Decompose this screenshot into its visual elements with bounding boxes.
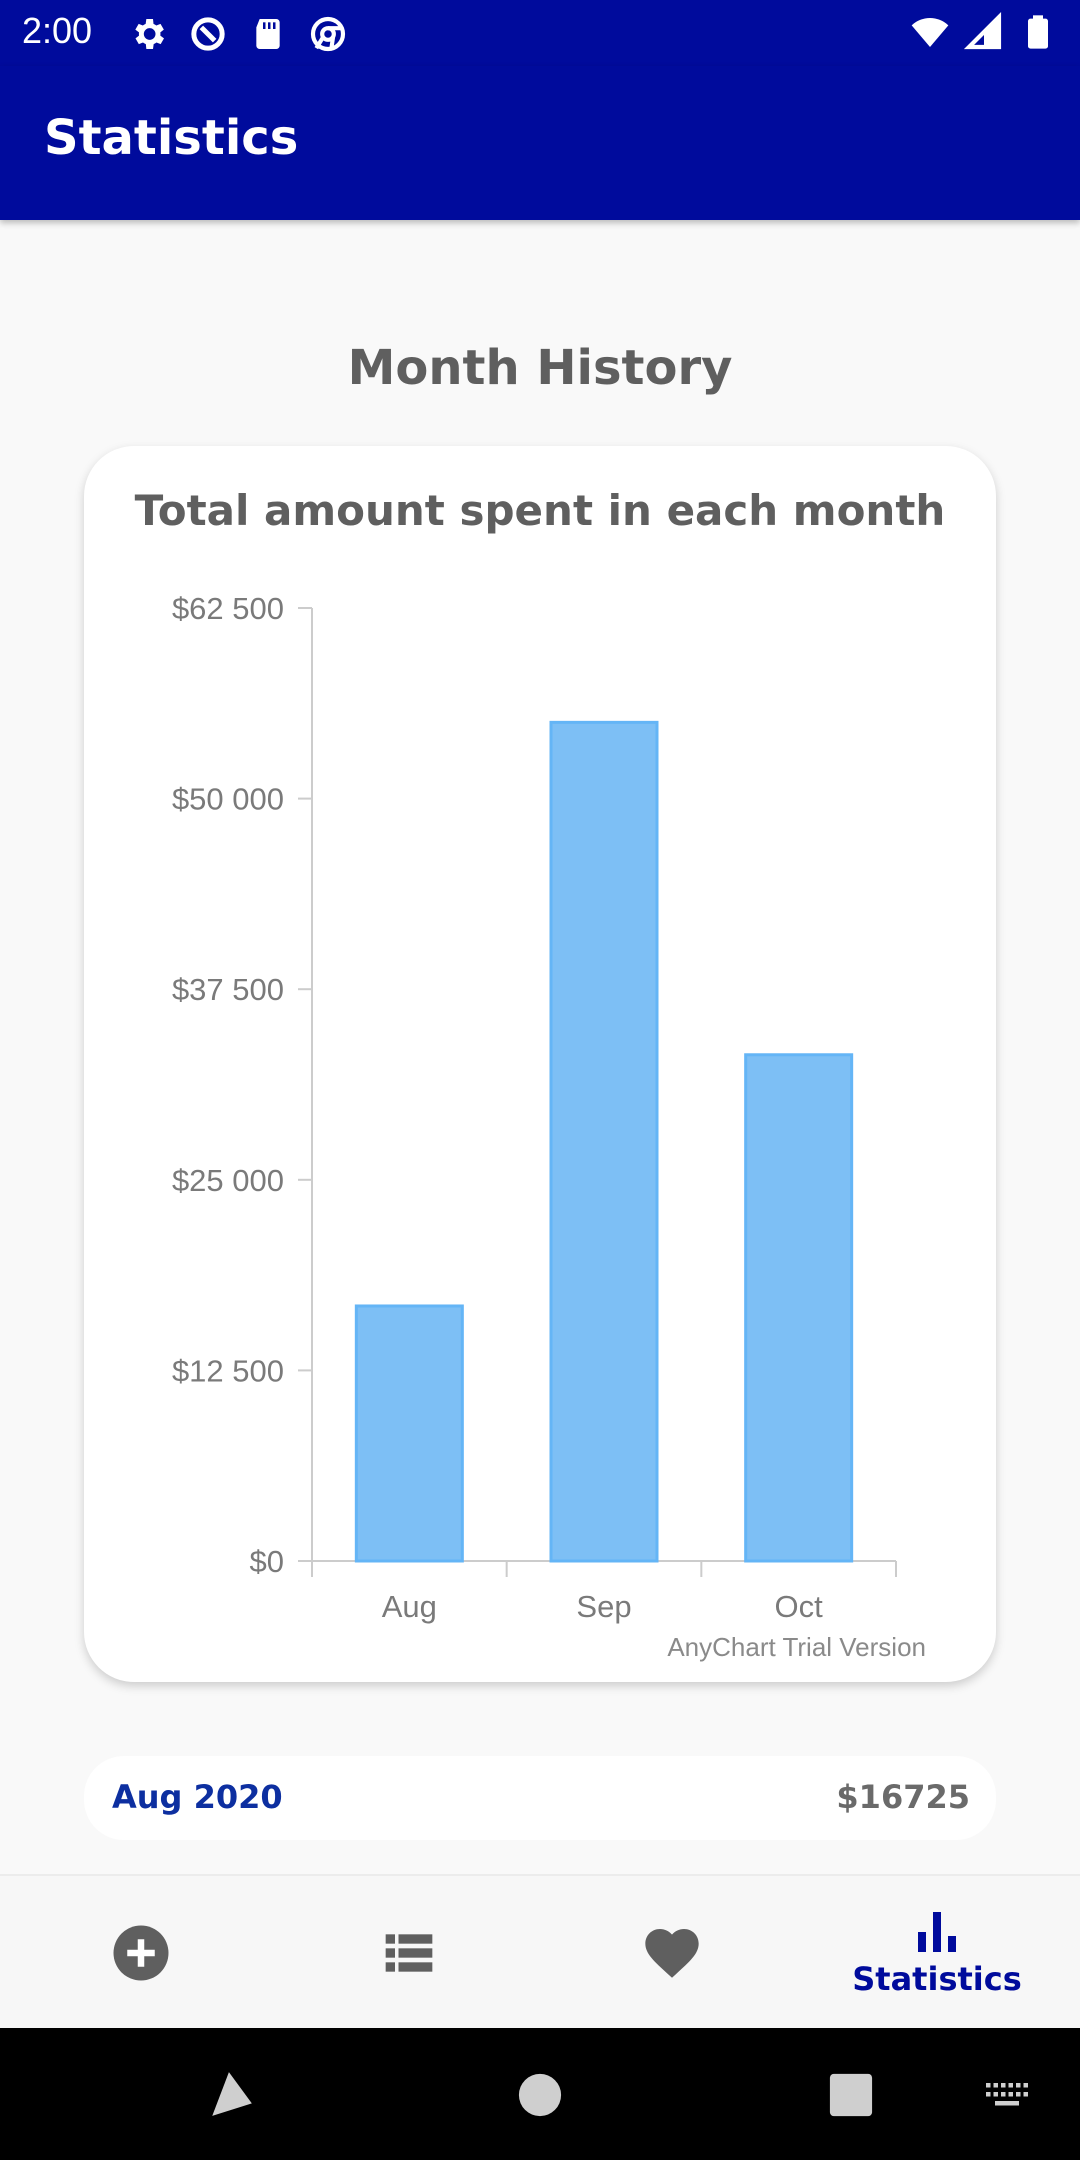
chart-title: Total amount spent in each month bbox=[134, 486, 946, 535]
list-icon bbox=[385, 1934, 433, 1972]
status-bar: 2:00 bbox=[0, 0, 1080, 66]
sd-card-icon bbox=[256, 19, 280, 49]
system-nav-bar bbox=[0, 2028, 1080, 2160]
bar-chart: $0 $12 500 $25 000 $37 500 $50 000 $62 500 Aug… bbox=[172, 591, 897, 1624]
nav-favorites[interactable] bbox=[537, 1876, 807, 2030]
bar-chart-icon bbox=[918, 1912, 956, 1952]
gear-icon bbox=[135, 19, 164, 49]
home-icon[interactable] bbox=[517, 2072, 563, 2118]
status-time: 2:00 bbox=[22, 10, 93, 51]
y-tick-label: $62 500 bbox=[172, 591, 284, 626]
y-tick-label: $37 500 bbox=[172, 972, 284, 1007]
y-tick-label: $12 500 bbox=[172, 1353, 284, 1388]
chart-watermark: AnyChart Trial Version bbox=[667, 1632, 926, 1662]
status-icons-left bbox=[128, 14, 348, 54]
x-tick-label: Oct bbox=[775, 1589, 824, 1624]
nav-statistics[interactable]: Statistics bbox=[802, 1876, 1072, 2030]
x-tick-label: Sep bbox=[576, 1589, 631, 1624]
x-tick-label: Aug bbox=[382, 1589, 437, 1624]
y-tick-label: $0 bbox=[250, 1544, 284, 1579]
status-icons-right bbox=[910, 12, 1058, 52]
month-summary-row[interactable]: Aug 2020 $16725 bbox=[84, 1756, 996, 1840]
month-label: Aug 2020 bbox=[112, 1778, 283, 1816]
y-tick-label: $25 000 bbox=[172, 1163, 284, 1198]
nav-add[interactable] bbox=[6, 1876, 276, 2030]
bar-oct[interactable] bbox=[744, 1053, 854, 1563]
wifi-icon bbox=[911, 18, 949, 47]
chart-card: Total amount spent in each month $0 $12 5… bbox=[84, 446, 996, 1682]
chrome-icon bbox=[310, 16, 346, 52]
bar-aug[interactable] bbox=[354, 1304, 464, 1563]
month-amount: $16725 bbox=[836, 1778, 970, 1816]
battery-icon bbox=[1028, 15, 1048, 49]
add-circle-icon bbox=[113, 1925, 169, 1981]
sync-icon bbox=[191, 17, 225, 51]
nav-statistics-label: Statistics bbox=[852, 1960, 1022, 1998]
section-title: Month History bbox=[347, 340, 733, 396]
heart-icon bbox=[645, 1929, 699, 1978]
bar-sep[interactable] bbox=[549, 720, 659, 1563]
recents-icon[interactable] bbox=[828, 2072, 874, 2118]
nav-list[interactable] bbox=[274, 1876, 544, 2030]
back-icon[interactable] bbox=[206, 2070, 256, 2120]
app-title: Statistics bbox=[44, 110, 299, 166]
bottom-nav: Statistics bbox=[0, 1874, 1080, 2028]
y-tick-label: $50 000 bbox=[172, 782, 284, 817]
signal-icon bbox=[964, 12, 1002, 50]
keyboard-icon[interactable] bbox=[984, 2080, 1030, 2110]
app-bar: Statistics bbox=[0, 66, 1080, 220]
